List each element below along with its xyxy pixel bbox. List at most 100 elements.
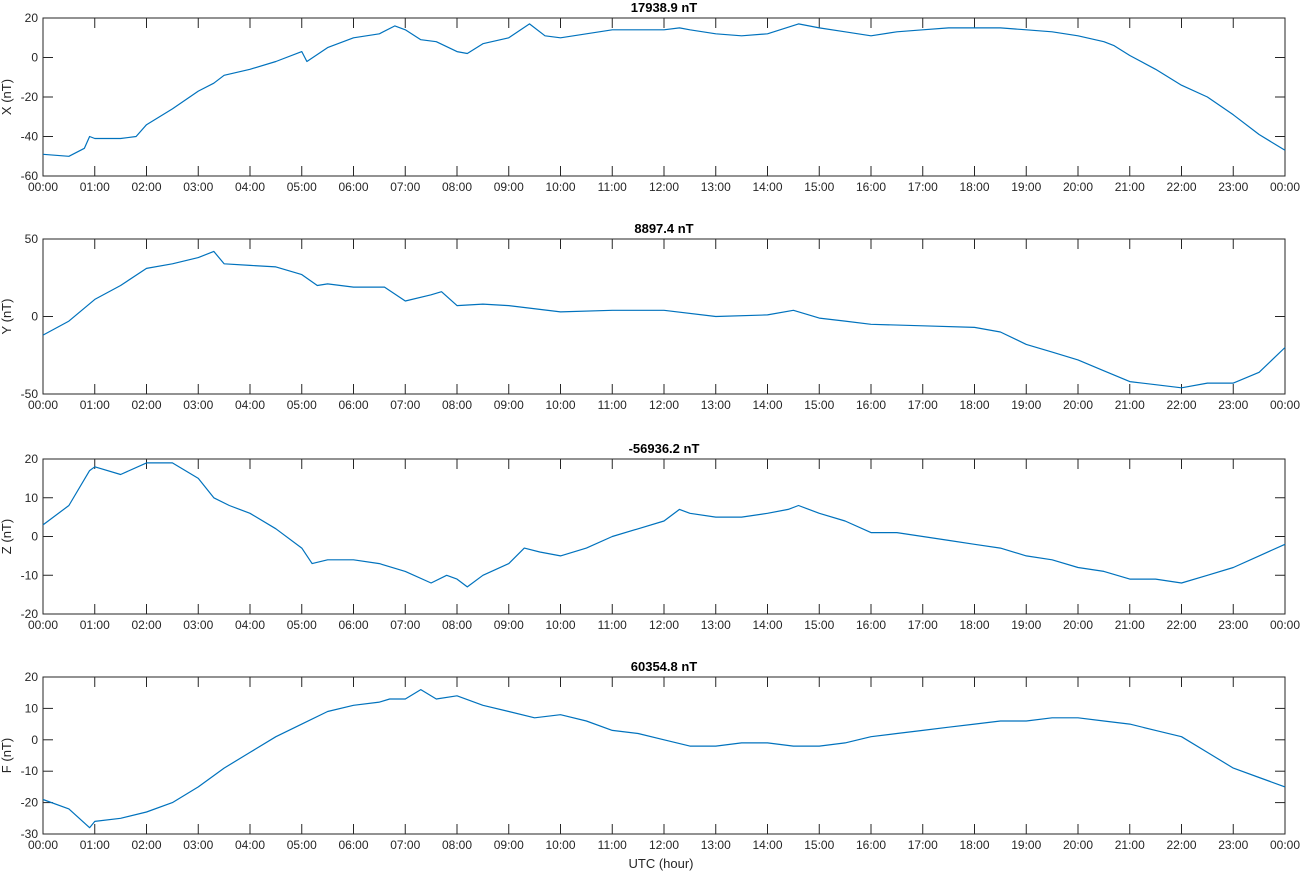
x-tick-label: 09:00 bbox=[494, 838, 524, 852]
x-tick-label: 06:00 bbox=[338, 398, 368, 412]
x-tick-label: 19:00 bbox=[1011, 398, 1041, 412]
x-tick-label: 20:00 bbox=[1063, 180, 1093, 194]
x-tick-label: 04:00 bbox=[235, 180, 265, 194]
x-tick-label: 01:00 bbox=[80, 398, 110, 412]
x-tick-label: 02:00 bbox=[131, 180, 161, 194]
x-tick-label: 07:00 bbox=[390, 180, 420, 194]
x-tick-label: 10:00 bbox=[545, 180, 575, 194]
x-tick-label: 05:00 bbox=[287, 398, 317, 412]
x-tick-label: 21:00 bbox=[1115, 618, 1145, 632]
x-tick-label: 17:00 bbox=[908, 618, 938, 632]
x-axis-label: UTC (hour) bbox=[628, 856, 693, 871]
panel-2: 8897.4 nT Y (nT) 00:00 01:00 02:00 03:00 04:00… bbox=[0, 221, 1300, 412]
y-tick-label: -30 bbox=[21, 827, 39, 841]
x-tick-label: 23:00 bbox=[1218, 398, 1248, 412]
x-tick-label: 01:00 bbox=[80, 838, 110, 852]
panel-title: -56936.2 nT bbox=[629, 441, 700, 456]
y-tick-label: 10 bbox=[25, 701, 39, 715]
x-tick-label: 22:00 bbox=[1166, 838, 1196, 852]
y-tick-label: -20 bbox=[21, 90, 39, 104]
x-tick-label: 06:00 bbox=[338, 838, 368, 852]
x-tick-label: 23:00 bbox=[1218, 838, 1248, 852]
x-tick-label: 12:00 bbox=[649, 180, 679, 194]
x-tick-label: 19:00 bbox=[1011, 838, 1041, 852]
x-tick-label: 21:00 bbox=[1115, 398, 1145, 412]
x-tick-label: 03:00 bbox=[183, 618, 213, 632]
x-tick-label: 11:00 bbox=[598, 398, 627, 412]
x-tick-label: 22:00 bbox=[1166, 398, 1196, 412]
x-tick-label: 17:00 bbox=[908, 838, 938, 852]
x-tick-label: 11:00 bbox=[598, 618, 627, 632]
x-tick-label: 13:00 bbox=[701, 180, 731, 194]
x-tick-label: 11:00 bbox=[598, 838, 627, 852]
series-line bbox=[42, 688, 1286, 829]
y-axis-label: X (nT) bbox=[0, 79, 14, 115]
x-tick-label: 14:00 bbox=[752, 838, 782, 852]
y-axis-label: Y (nT) bbox=[0, 299, 14, 335]
panel-4: 60354.8 nT F (nT) 00:00 01:00 02:00 03:00 04:0… bbox=[0, 659, 1300, 852]
y-tick-label: 0 bbox=[31, 310, 38, 324]
y-axis-label: Z (nT) bbox=[0, 519, 14, 554]
series-line bbox=[42, 462, 1286, 588]
x-tick-label: 00:00 bbox=[28, 180, 58, 194]
y-tick-label: -10 bbox=[21, 764, 39, 778]
y-tick-label: 20 bbox=[25, 11, 39, 25]
y-tick-label: 0 bbox=[31, 530, 38, 544]
x-tick-label: 11:00 bbox=[598, 180, 627, 194]
x-tick-label: 18:00 bbox=[959, 398, 989, 412]
y-tick-label: -10 bbox=[21, 568, 39, 582]
x-tick-label: 14:00 bbox=[752, 180, 782, 194]
x-tick-label: 08:00 bbox=[442, 180, 472, 194]
y-tick-label: 10 bbox=[25, 491, 39, 505]
x-tick-label: 10:00 bbox=[545, 618, 575, 632]
x-tick-label: 04:00 bbox=[235, 618, 265, 632]
x-tick-label: 03:00 bbox=[183, 180, 213, 194]
x-tick-label: 16:00 bbox=[856, 398, 886, 412]
x-tick-label: 09:00 bbox=[494, 618, 524, 632]
x-tick-label: 12:00 bbox=[649, 618, 679, 632]
panel-title: 8897.4 nT bbox=[634, 221, 693, 236]
x-tick-label: 16:00 bbox=[856, 180, 886, 194]
y-tick-label: 0 bbox=[31, 733, 38, 747]
x-tick-label: 13:00 bbox=[701, 618, 731, 632]
x-tick-label: 01:00 bbox=[80, 618, 110, 632]
x-tick-label: 04:00 bbox=[235, 838, 265, 852]
x-tick-label: 22:00 bbox=[1166, 618, 1196, 632]
x-tick-label: 03:00 bbox=[183, 398, 213, 412]
series-line bbox=[42, 23, 1286, 157]
x-tick-label: 05:00 bbox=[287, 618, 317, 632]
x-tick-label: 22:00 bbox=[1166, 180, 1196, 194]
y-tick-label: -40 bbox=[21, 130, 39, 144]
x-tick-label: 05:00 bbox=[287, 838, 317, 852]
x-tick-label: 18:00 bbox=[959, 618, 989, 632]
x-tick-label: 19:00 bbox=[1011, 180, 1041, 194]
x-tick-label: 00:00 bbox=[28, 398, 58, 412]
x-tick-label: 02:00 bbox=[131, 398, 161, 412]
x-tick-label: 17:00 bbox=[908, 180, 938, 194]
x-tick-label: 20:00 bbox=[1063, 398, 1093, 412]
x-tick-label: 19:00 bbox=[1011, 618, 1041, 632]
panel-1: 17938.9 nT X (nT) 00:00 01:00 02:00 03:00 04:0… bbox=[0, 0, 1300, 194]
x-tick-label: 04:00 bbox=[235, 398, 265, 412]
x-tick-label: 12:00 bbox=[649, 398, 679, 412]
x-tick-label: 17:00 bbox=[908, 398, 938, 412]
x-tick-label: 12:00 bbox=[649, 838, 679, 852]
x-tick-label: 10:00 bbox=[545, 398, 575, 412]
x-tick-label: 00:00 bbox=[28, 838, 58, 852]
x-tick-label: 10:00 bbox=[545, 838, 575, 852]
x-tick-label: 13:00 bbox=[701, 838, 731, 852]
plot-frame bbox=[42, 17, 1286, 177]
x-tick-label: 21:00 bbox=[1115, 838, 1145, 852]
x-tick-label: 02:00 bbox=[131, 838, 161, 852]
x-tick-label: 15:00 bbox=[804, 838, 834, 852]
panel-title: 17938.9 nT bbox=[631, 0, 698, 15]
y-tick-label: -60 bbox=[21, 169, 39, 183]
x-tick-label: 23:00 bbox=[1218, 180, 1248, 194]
x-tick-label: 06:00 bbox=[338, 180, 368, 194]
x-tick-label: 02:00 bbox=[131, 618, 161, 632]
x-tick-label: 14:00 bbox=[752, 398, 782, 412]
x-tick-label: 01:00 bbox=[80, 180, 110, 194]
x-tick-label: 16:00 bbox=[856, 838, 886, 852]
x-tick-label: 03:00 bbox=[183, 838, 213, 852]
